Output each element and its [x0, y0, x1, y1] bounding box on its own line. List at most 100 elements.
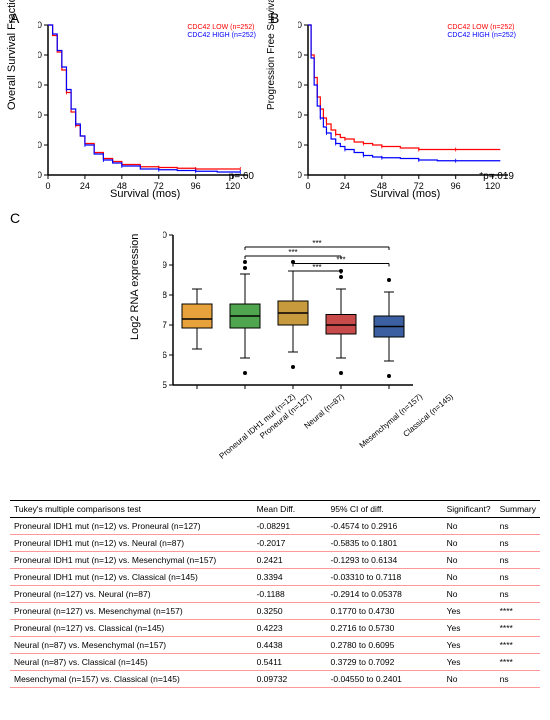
table-row: Proneural IDH1 mut (n=12) vs. Proneural …: [10, 518, 540, 535]
svg-text:0: 0: [305, 181, 310, 190]
table-cell: ****: [496, 603, 540, 620]
table-cell: 0.1770 to 0.4730: [327, 603, 443, 620]
table-cell: No: [443, 671, 496, 688]
table-cell: Proneural IDH1 mut (n=12) vs. Proneural …: [10, 518, 253, 535]
table-cell: 0.5411: [253, 654, 327, 671]
boxplot-svg: 5678910************: [163, 230, 423, 400]
table-cell: -0.4574 to 0.2916: [327, 518, 443, 535]
table-row: Proneural (n=127) vs. Neural (n=87)-0.11…: [10, 586, 540, 603]
table-row: Proneural (n=127) vs. Classical (n=145)0…: [10, 620, 540, 637]
table-cell: Yes: [443, 637, 496, 654]
boxplot-container: Log2 RNA expression 5678910************ …: [125, 230, 425, 490]
svg-text:***: ***: [312, 239, 321, 248]
svg-text:96: 96: [451, 181, 461, 190]
table-cell: ns: [496, 552, 540, 569]
table-cell: Yes: [443, 603, 496, 620]
table-cell: 0.4223: [253, 620, 327, 637]
panel-c: C Log2 RNA expression 5678910***********…: [10, 210, 540, 688]
table-cell: 0.3729 to 0.7092: [327, 654, 443, 671]
table-cell: Proneural IDH1 mut (n=12) vs. Classical …: [10, 569, 253, 586]
stats-h1: Tukey's multiple comparisons test: [10, 501, 253, 518]
table-cell: -0.03310 to 0.7118: [327, 569, 443, 586]
table-cell: Mesenchymal (n=157) vs. Classical (n=145…: [10, 671, 253, 688]
svg-text:5: 5: [163, 380, 167, 390]
svg-text:0.40: 0.40: [298, 110, 302, 120]
table-row: Mesenchymal (n=157) vs. Classical (n=145…: [10, 671, 540, 688]
km-a-legend-low: CDC42 LOW (n=252): [187, 24, 256, 32]
km-b-legend-high: CDC42 HIGH (n=252): [447, 32, 516, 40]
table-cell: 0.3250: [253, 603, 327, 620]
table-row: Neural (n=87) vs. Classical (n=145)0.541…: [10, 654, 540, 671]
svg-text:9: 9: [163, 260, 167, 270]
panel-c-label: C: [10, 210, 540, 226]
table-cell: ns: [496, 535, 540, 552]
table-cell: Proneural IDH1 mut (n=12) vs. Neural (n=…: [10, 535, 253, 552]
km-a-ylabel: Overall Survival Fraction: [6, 0, 18, 110]
table-row: Proneural IDH1 mut (n=12) vs. Neural (n=…: [10, 535, 540, 552]
svg-text:10: 10: [163, 230, 167, 240]
svg-text:24: 24: [80, 181, 90, 190]
table-cell: Proneural IDH1 mut (n=12) vs. Mesenchyma…: [10, 552, 253, 569]
table-cell: Yes: [443, 654, 496, 671]
table-cell: 0.09732: [253, 671, 327, 688]
table-cell: Yes: [443, 620, 496, 637]
table-cell: -0.1293 to 0.6134: [327, 552, 443, 569]
panel-a: A Overall Survival Fraction 0.000.200.40…: [10, 10, 260, 200]
table-cell: No: [443, 552, 496, 569]
km-a-legend: CDC42 LOW (n=252) CDC42 HIGH (n=252): [187, 24, 256, 41]
table-row: Neural (n=87) vs. Mesenchymal (n=157)0.4…: [10, 637, 540, 654]
svg-text:0.20: 0.20: [298, 140, 302, 150]
svg-text:***: ***: [336, 256, 345, 265]
table-cell: 0.2421: [253, 552, 327, 569]
table-cell: ****: [496, 637, 540, 654]
panel-b: B Progression Free Survival Fraction 0.0…: [270, 10, 520, 200]
table-cell: 0.2716 to 0.5730: [327, 620, 443, 637]
svg-text:0.60: 0.60: [298, 80, 302, 90]
table-cell: Proneural (n=127) vs. Classical (n=145): [10, 620, 253, 637]
boxplot-ylabel: Log2 RNA expression: [129, 234, 141, 340]
km-b-pvalue: *p=.019: [479, 171, 514, 182]
table-cell: -0.2914 to 0.05378: [327, 586, 443, 603]
table-cell: No: [443, 535, 496, 552]
svg-text:0.80: 0.80: [298, 50, 302, 60]
svg-text:0.00: 0.00: [298, 170, 302, 180]
svg-text:96: 96: [191, 181, 201, 190]
boxplot-xlabel: Proneural IDH1 mut (n=12): [218, 392, 298, 461]
svg-text:0.60: 0.60: [38, 80, 42, 90]
km-a-svg: 0.000.200.400.600.801.00024487296120: [38, 20, 258, 190]
svg-text:***: ***: [312, 263, 321, 272]
svg-text:120: 120: [225, 181, 240, 190]
svg-text:0.20: 0.20: [38, 140, 42, 150]
svg-text:7: 7: [163, 320, 167, 330]
km-a-pvalue: p=.60: [229, 171, 254, 182]
table-cell: No: [443, 586, 496, 603]
stats-h4: Significant?: [443, 501, 496, 518]
km-plot-a: Overall Survival Fraction 0.000.200.400.…: [10, 10, 260, 200]
table-cell: Proneural (n=127) vs. Neural (n=87): [10, 586, 253, 603]
km-b-legend: CDC42 LOW (n=252) CDC42 HIGH (n=252): [447, 24, 516, 41]
stats-h3: 95% CI of diff.: [327, 501, 443, 518]
km-a-xlabel: Survival (mos): [110, 188, 180, 200]
table-cell: -0.2017: [253, 535, 327, 552]
svg-text:6: 6: [163, 350, 167, 360]
table-cell: -0.5835 to 0.1801: [327, 535, 443, 552]
km-b-svg: 0.000.200.400.600.801.00024487296120: [298, 20, 518, 190]
table-cell: 0.2780 to 0.6095: [327, 637, 443, 654]
table-cell: ns: [496, 586, 540, 603]
km-a-legend-high: CDC42 HIGH (n=252): [187, 32, 256, 40]
km-b-xlabel: Survival (mos): [370, 188, 440, 200]
svg-text:1.00: 1.00: [298, 20, 302, 30]
svg-text:0.00: 0.00: [38, 170, 42, 180]
svg-text:0.40: 0.40: [38, 110, 42, 120]
svg-text:8: 8: [163, 290, 167, 300]
stats-h5: Summary: [496, 501, 540, 518]
table-cell: -0.08291: [253, 518, 327, 535]
table-cell: -0.1188: [253, 586, 327, 603]
svg-text:24: 24: [340, 181, 350, 190]
svg-text:0: 0: [45, 181, 50, 190]
svg-text:1.00: 1.00: [38, 20, 42, 30]
table-cell: 0.3394: [253, 569, 327, 586]
km-b-legend-low: CDC42 LOW (n=252): [447, 24, 516, 32]
table-row: Proneural (n=127) vs. Mesenchymal (n=157…: [10, 603, 540, 620]
table-cell: No: [443, 569, 496, 586]
